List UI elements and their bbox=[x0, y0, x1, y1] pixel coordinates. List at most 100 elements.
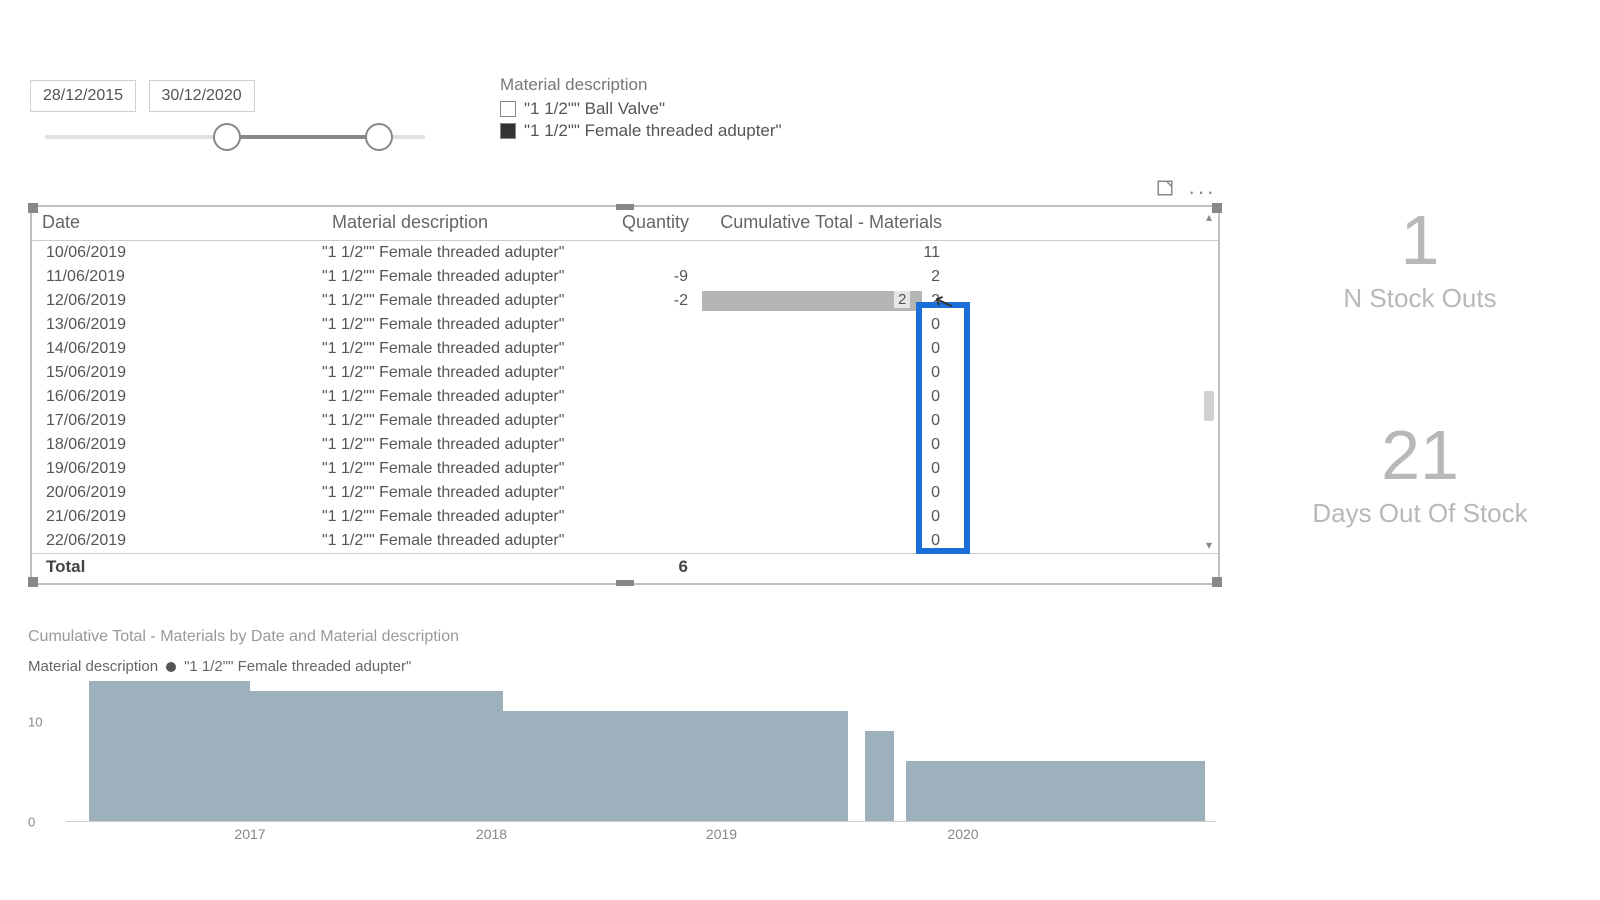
chart-title: Cumulative Total - Materials by Date and… bbox=[28, 628, 459, 646]
cell-material: "1 1/2"" Female threaded adupter" bbox=[322, 412, 612, 430]
cell-date: 12/06/2019 bbox=[32, 292, 322, 310]
resize-handle[interactable] bbox=[28, 577, 38, 587]
cell-material: "1 1/2"" Female threaded adupter" bbox=[322, 244, 612, 262]
cell-date: 17/06/2019 bbox=[32, 412, 322, 430]
cell-cumulative: 11 bbox=[692, 244, 952, 262]
cell-cumulative: 0 bbox=[692, 316, 952, 334]
area-segment bbox=[250, 691, 503, 821]
material-description-filter[interactable]: Material description "1 1/2"" Ball Valve… bbox=[500, 75, 782, 141]
cell-material: "1 1/2"" Female threaded adupter" bbox=[322, 340, 612, 358]
checkbox-icon[interactable] bbox=[500, 101, 516, 117]
cell-date: 21/06/2019 bbox=[32, 508, 322, 526]
cell-date: 13/06/2019 bbox=[32, 316, 322, 334]
cell-date: 10/06/2019 bbox=[32, 244, 322, 262]
bar-value-label: 2 bbox=[894, 291, 910, 308]
table-total-row: Total 6 bbox=[32, 553, 1218, 579]
cell-cumulative: 0 bbox=[692, 388, 952, 406]
date-range-slicer[interactable]: 28/12/2015 30/12/2020 bbox=[30, 80, 263, 112]
resize-handle[interactable] bbox=[28, 203, 38, 213]
kpi-days-out: 21 Days Out Of Stock bbox=[1280, 420, 1560, 529]
x-axis-tick: 2019 bbox=[706, 826, 737, 842]
quantity-bar bbox=[702, 291, 922, 311]
material-option-label: "1 1/2"" Ball Valve" bbox=[524, 99, 665, 119]
cell-cumulative: 0 bbox=[692, 364, 952, 382]
cell-date: 14/06/2019 bbox=[32, 340, 322, 358]
kpi-days-label: Days Out Of Stock bbox=[1280, 498, 1560, 529]
col-material[interactable]: Material description bbox=[322, 207, 612, 240]
date-slider-handle-end[interactable] bbox=[365, 123, 393, 151]
table-row[interactable]: 22/06/2019"1 1/2"" Female threaded adupt… bbox=[32, 529, 1218, 553]
cell-cumulative: 0 bbox=[692, 508, 952, 526]
vertical-scrollbar[interactable]: ▴ ▾ bbox=[1202, 211, 1216, 551]
y-axis-tick: 0 bbox=[28, 815, 35, 830]
cell-material: "1 1/2"" Female threaded adupter" bbox=[322, 508, 612, 526]
area-segment bbox=[89, 681, 250, 821]
material-option[interactable]: "1 1/2"" Ball Valve" bbox=[500, 99, 782, 119]
table-row[interactable]: 12/06/2019"1 1/2"" Female threaded adupt… bbox=[32, 289, 1218, 313]
cell-material: "1 1/2"" Female threaded adupter" bbox=[322, 532, 612, 550]
cell-material: "1 1/2"" Female threaded adupter" bbox=[322, 364, 612, 382]
scroll-thumb[interactable] bbox=[1204, 391, 1214, 421]
cell-material: "1 1/2"" Female threaded adupter" bbox=[322, 436, 612, 454]
cell-material: "1 1/2"" Female threaded adupter" bbox=[322, 316, 612, 334]
kpi-days-value: 21 bbox=[1280, 420, 1560, 490]
table-row[interactable]: 14/06/2019"1 1/2"" Female threaded adupt… bbox=[32, 337, 1218, 361]
date-start-box[interactable]: 28/12/2015 bbox=[30, 80, 136, 112]
total-label: Total bbox=[32, 557, 322, 577]
table-row[interactable]: 15/06/2019"1 1/2"" Female threaded adupt… bbox=[32, 361, 1218, 385]
kpi-stockouts-value: 1 bbox=[1300, 205, 1540, 275]
x-axis-tick: 2020 bbox=[947, 826, 978, 842]
cell-material: "1 1/2"" Female threaded adupter" bbox=[322, 292, 612, 310]
x-axis-tick: 2017 bbox=[234, 826, 265, 842]
cumulative-area-chart[interactable]: 010 2017201820192020 bbox=[28, 682, 1218, 842]
cell-cumulative: 0 bbox=[692, 484, 952, 502]
materials-table-visual[interactable]: ··· Date Material description Quantity C… bbox=[30, 205, 1220, 585]
area-segment bbox=[865, 731, 894, 821]
x-axis-tick: 2018 bbox=[476, 826, 507, 842]
date-slider-fill bbox=[227, 135, 379, 139]
date-slider-track[interactable] bbox=[45, 135, 425, 139]
cell-material: "1 1/2"" Female threaded adupter" bbox=[322, 484, 612, 502]
cell-date: 22/06/2019 bbox=[32, 532, 322, 550]
total-quantity: 6 bbox=[612, 557, 692, 577]
table-row[interactable]: 21/06/2019"1 1/2"" Female threaded adupt… bbox=[32, 505, 1218, 529]
cell-cumulative: 0 bbox=[692, 412, 952, 430]
material-option[interactable]: "1 1/2"" Female threaded adupter" bbox=[500, 121, 782, 141]
chart-plot-area: 2017201820192020 bbox=[66, 682, 1216, 822]
checkbox-icon[interactable] bbox=[500, 123, 516, 139]
chart-legend: Material description "1 1/2"" Female thr… bbox=[28, 658, 411, 675]
cell-date: 18/06/2019 bbox=[32, 436, 322, 454]
date-slider-handle-start[interactable] bbox=[213, 123, 241, 151]
more-options-icon[interactable]: ··· bbox=[1188, 179, 1206, 197]
date-end-box[interactable]: 30/12/2020 bbox=[149, 80, 255, 112]
kpi-stock-outs: 1 N Stock Outs bbox=[1300, 205, 1540, 314]
cell-quantity: -9 bbox=[612, 268, 692, 286]
focus-mode-icon[interactable] bbox=[1156, 179, 1174, 197]
y-axis-tick: 10 bbox=[28, 715, 42, 730]
table-row[interactable]: 17/06/2019"1 1/2"" Female threaded adupt… bbox=[32, 409, 1218, 433]
cell-cumulative: 0 bbox=[692, 436, 952, 454]
cell-date: 11/06/2019 bbox=[32, 268, 322, 286]
table-row[interactable]: 18/06/2019"1 1/2"" Female threaded adupt… bbox=[32, 433, 1218, 457]
cell-date: 19/06/2019 bbox=[32, 460, 322, 478]
col-date[interactable]: Date bbox=[32, 207, 322, 240]
resize-handle[interactable] bbox=[616, 580, 634, 586]
table-row[interactable]: 11/06/2019"1 1/2"" Female threaded adupt… bbox=[32, 265, 1218, 289]
table-row[interactable]: 13/06/2019"1 1/2"" Female threaded adupt… bbox=[32, 313, 1218, 337]
table-row[interactable]: 20/06/2019"1 1/2"" Female threaded adupt… bbox=[32, 481, 1218, 505]
kpi-stockouts-label: N Stock Outs bbox=[1300, 283, 1540, 314]
scroll-up-icon[interactable]: ▴ bbox=[1202, 211, 1216, 223]
table-row[interactable]: 19/06/2019"1 1/2"" Female threaded adupt… bbox=[32, 457, 1218, 481]
table-row[interactable]: 16/06/2019"1 1/2"" Female threaded adupt… bbox=[32, 385, 1218, 409]
resize-handle[interactable] bbox=[616, 204, 634, 210]
table-row[interactable]: 10/06/2019"1 1/2"" Female threaded adupt… bbox=[32, 241, 1218, 265]
table-header-row: Date Material description Quantity Cumul… bbox=[32, 207, 1218, 241]
cell-cumulative: 0 bbox=[692, 340, 952, 358]
cell-cumulative: 0 bbox=[692, 532, 952, 550]
cell-date: 16/06/2019 bbox=[32, 388, 322, 406]
col-cumulative[interactable]: Cumulative Total - Materials bbox=[692, 207, 952, 240]
visual-header-icons: ··· bbox=[1156, 179, 1206, 197]
resize-handle[interactable] bbox=[1212, 577, 1222, 587]
col-quantity[interactable]: Quantity bbox=[612, 207, 692, 240]
scroll-down-icon[interactable]: ▾ bbox=[1202, 539, 1216, 551]
